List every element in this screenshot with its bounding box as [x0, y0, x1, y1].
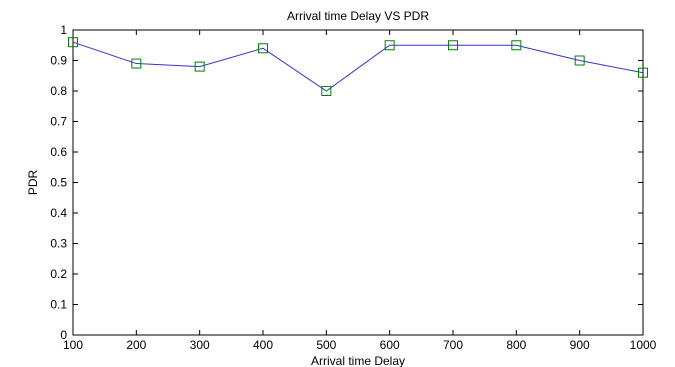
y-tick-label: 0.3 [50, 237, 67, 251]
y-axis-label: PDR [26, 170, 40, 196]
y-tick-label: 0.9 [50, 54, 67, 68]
data-point-marker [68, 37, 78, 48]
data-point-marker [258, 43, 268, 54]
x-tick-label: 100 [63, 338, 83, 352]
y-tick-label: 0.6 [50, 145, 67, 159]
y-tick-label: 0.8 [50, 84, 67, 98]
data-point-marker [194, 61, 205, 72]
x-tick-label: 400 [253, 338, 273, 352]
y-tick-labels: 0 0.1 0.2 0.3 0.4 0.5 0.6 0.7 0.8 0.9 1 [50, 23, 67, 342]
x-tick-labels: 100 200 300 400 500 600 700 800 900 1000 [63, 338, 657, 352]
y-tick-label: 0.2 [50, 267, 67, 281]
y-tick-label: 1 [60, 23, 67, 37]
data-point-marker [321, 86, 332, 96]
tick-marks [72, 29, 644, 336]
x-tick-label: 1000 [630, 338, 657, 352]
x-tick-label: 800 [506, 338, 526, 352]
series-line [72, 41, 644, 92]
data-point-marker [384, 40, 395, 51]
data-point-marker [638, 67, 648, 78]
plot-area [72, 29, 644, 336]
data-point-marker [131, 58, 142, 69]
y-tick-label: 0.4 [50, 206, 67, 220]
data-point-marker [448, 40, 458, 51]
y-tick-label: 0.5 [50, 176, 67, 190]
y-tick-label: 0.7 [50, 115, 67, 129]
x-tick-label: 200 [126, 338, 146, 352]
x-tick-label: 300 [190, 338, 210, 352]
x-tick-label: 500 [316, 338, 336, 352]
data-point-marker [511, 40, 522, 51]
x-tick-label: 700 [443, 338, 463, 352]
x-tick-label: 600 [380, 338, 400, 352]
y-tick-label: 0 [60, 328, 67, 342]
data-markers [68, 37, 648, 96]
x-tick-label: 900 [570, 338, 590, 352]
chart-title: Arrival time Delay VS PDR [287, 9, 429, 23]
x-axis-label: Arrival time Delay [311, 354, 405, 367]
data-point-marker [574, 55, 585, 66]
y-tick-label: 0.1 [50, 298, 67, 312]
